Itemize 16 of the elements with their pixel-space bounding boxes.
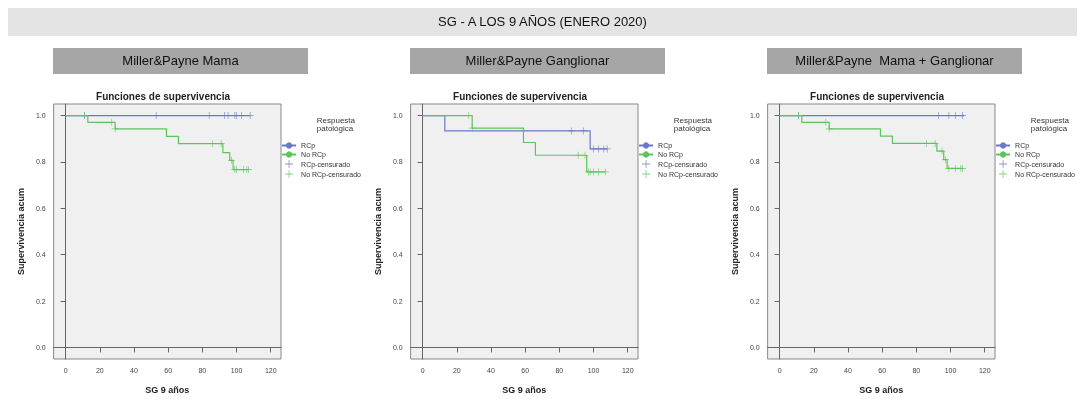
x-axis-title: SG 9 años [859, 384, 904, 395]
chart-subtitle: Miller&Payne Ganglionar [410, 48, 665, 74]
x-axis-title: SG 9 años [145, 384, 190, 395]
chart-title: Funciones de supervivencia [810, 90, 945, 102]
legend-title: Respuesta patológica [1030, 115, 1070, 133]
text: SG - A LOS 9 AÑOS (ENERO 2020) [8, 8, 1077, 36]
y-axis-title: Supervivencia acum [15, 187, 26, 276]
x-axis-title: SG 9 años [502, 384, 547, 395]
legend-title: Respuesta patológica [673, 115, 713, 133]
legend-title: Respuesta patológica [316, 115, 356, 133]
y-axis-title: Supervivencia acum [372, 187, 383, 276]
chart-subtitle: Miller&Payne Mama + Ganglionar [767, 48, 1022, 74]
chart-title: Funciones de supervivencia [96, 90, 231, 102]
y-axis-title: Supervivencia acum [729, 187, 740, 276]
chart-title: Funciones de supervivencia [453, 90, 588, 102]
chart-subtitle: Miller&Payne Mama [53, 48, 308, 74]
